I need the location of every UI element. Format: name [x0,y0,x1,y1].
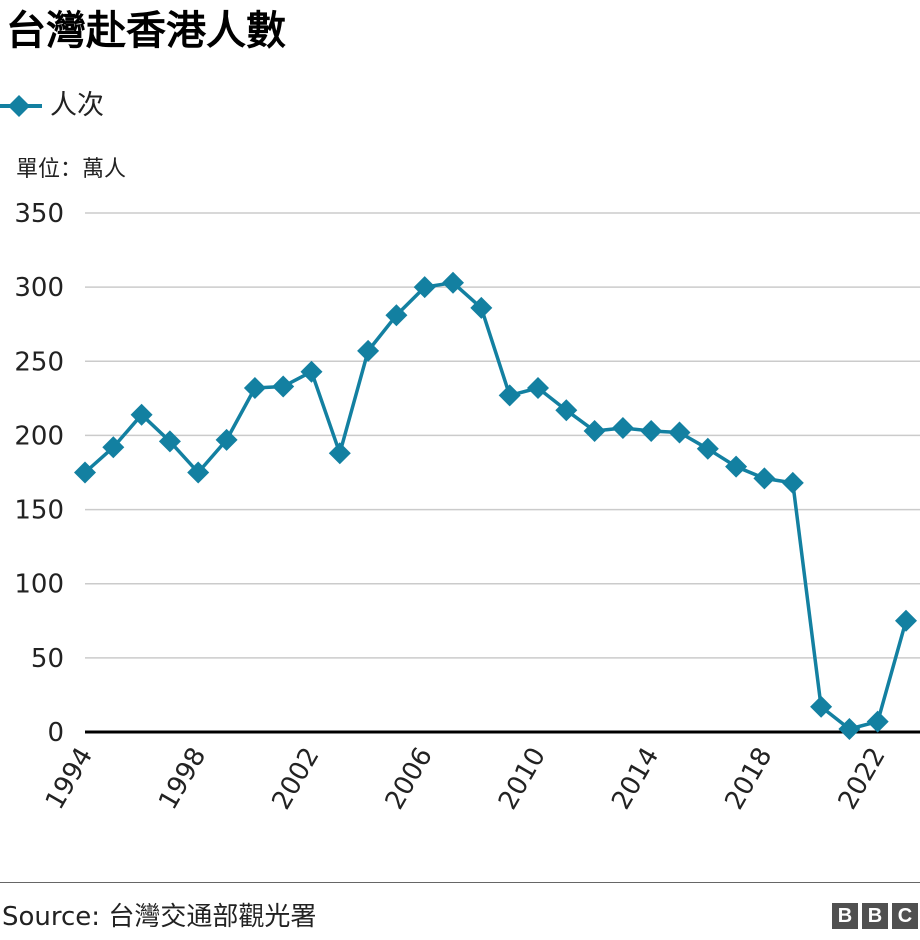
data-point-marker [357,339,380,362]
y-tick-label: 350 [14,199,64,229]
data-point-marker [243,377,266,399]
bbc-logo: B B C [832,903,918,929]
data-point-marker [130,403,153,426]
x-tick-label: 2018 [719,743,778,815]
x-tick-label: 1998 [153,743,212,815]
data-point-marker [527,377,549,399]
logo-letter: B [862,903,888,929]
data-point-marker [866,710,889,733]
data-point-marker [272,375,295,398]
data-point-marker [895,609,917,632]
y-tick-label: 300 [14,273,64,303]
data-point-marker [725,455,748,478]
data-point-marker [385,304,408,327]
data-point-marker [187,461,210,484]
x-tick-label: 2010 [493,743,552,815]
data-point-marker [442,271,464,294]
legend: 人次 [0,86,104,126]
data-point-marker [781,471,804,494]
data-point-marker [640,420,663,442]
data-point-marker [215,428,238,451]
data-point-marker [668,421,691,444]
y-tick-label: 50 [31,644,64,674]
x-tick-label: 2002 [266,743,325,815]
data-point-marker [583,420,606,442]
data-point-marker [555,399,578,422]
legend-diamond-icon [0,95,42,117]
logo-letter: B [832,903,858,929]
data-point-marker [74,461,96,484]
x-tick-label: 1994 [40,743,99,815]
chart-title: 台灣赴香港人數 [6,8,286,54]
logo-letter: C [892,903,918,929]
y-tick-label: 200 [14,421,64,451]
footer-divider [0,882,920,883]
data-point-marker [611,417,634,439]
series-line [83,280,908,731]
data-point-marker [413,276,436,299]
data-point-marker [753,467,776,490]
data-point-marker [470,296,493,319]
y-tick-label: 250 [14,347,64,377]
y-tick-label: 0 [47,718,64,748]
data-point-marker [696,437,719,460]
data-point-marker [838,718,861,740]
unit-label: 單位：萬人 [16,157,127,182]
x-tick-label: 2014 [606,743,665,815]
data-point-marker [300,360,323,383]
source-note: Source: 台灣交通部觀光署 [2,902,317,932]
y-tick-label: 100 [14,570,64,600]
data-point-marker [498,384,521,407]
data-point-marker [810,695,833,718]
y-tick-label: 150 [14,496,64,526]
data-point-marker [102,436,125,459]
x-tick-label: 2006 [380,743,439,815]
x-tick-label: 2022 [833,743,892,815]
legend-label: 人次 [50,90,104,121]
data-point-marker [158,430,181,453]
data-point-marker [328,442,351,465]
line-chart: 0 50 100 150 200 250 300 350 1994 1998 2002 2006 201… [14,199,920,815]
